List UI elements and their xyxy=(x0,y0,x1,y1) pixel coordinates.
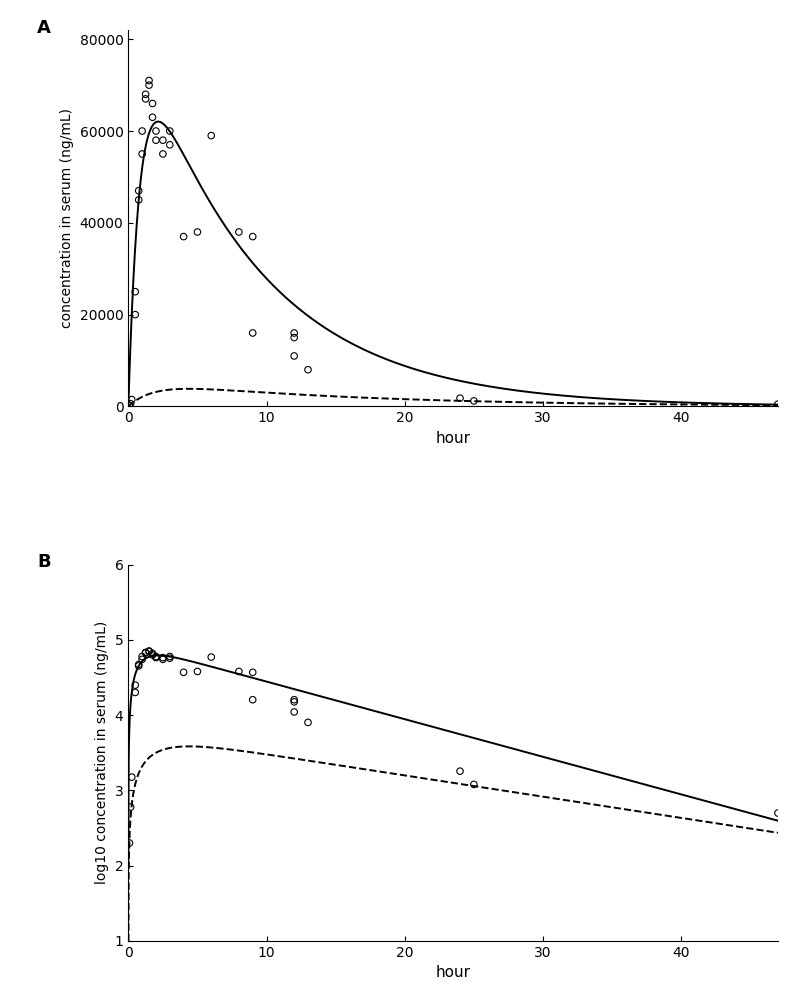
Point xyxy=(246,325,259,341)
Point xyxy=(123,397,136,413)
Point xyxy=(302,715,314,731)
Point xyxy=(288,694,301,710)
Point xyxy=(140,645,152,661)
Y-axis label: log10 concentration in serum (ng/mL): log10 concentration in serum (ng/mL) xyxy=(95,621,109,884)
Point xyxy=(132,192,145,208)
Point xyxy=(233,664,245,680)
Point xyxy=(454,763,467,779)
Point xyxy=(205,649,217,665)
Point xyxy=(156,652,169,668)
Point xyxy=(136,123,148,139)
Point xyxy=(143,644,156,660)
Point xyxy=(146,95,159,111)
Point xyxy=(140,91,152,107)
Point xyxy=(164,649,176,665)
Point xyxy=(164,123,176,139)
Point xyxy=(288,329,301,345)
Point xyxy=(772,396,784,412)
Point xyxy=(146,647,159,663)
Point xyxy=(288,348,301,364)
Point xyxy=(156,650,169,666)
Point xyxy=(468,777,480,793)
Point xyxy=(177,228,190,244)
Point xyxy=(302,361,314,377)
Point xyxy=(129,306,142,322)
X-axis label: hour: hour xyxy=(435,430,471,445)
Point xyxy=(136,649,148,665)
Point xyxy=(454,390,467,406)
Point xyxy=(132,183,145,199)
Point xyxy=(288,692,301,708)
Point xyxy=(143,72,156,88)
Point xyxy=(129,283,142,299)
Point xyxy=(246,665,259,681)
Point xyxy=(132,657,145,673)
Point xyxy=(146,646,159,662)
Point xyxy=(772,805,784,821)
Point xyxy=(205,127,217,143)
Point xyxy=(129,677,142,693)
Point xyxy=(123,835,136,851)
Point xyxy=(140,645,152,661)
Point xyxy=(125,769,138,785)
Point xyxy=(136,652,148,668)
Point xyxy=(468,393,480,409)
Point xyxy=(124,799,137,815)
Point xyxy=(246,692,259,708)
Point xyxy=(149,123,162,139)
Point xyxy=(124,395,137,411)
Point xyxy=(164,651,176,667)
Point xyxy=(246,228,259,244)
Point xyxy=(149,650,162,666)
Point xyxy=(233,224,245,240)
Point xyxy=(143,643,156,659)
Point xyxy=(132,658,145,674)
Point xyxy=(136,146,148,162)
Point xyxy=(129,685,142,701)
X-axis label: hour: hour xyxy=(435,965,471,980)
Point xyxy=(191,664,204,680)
Point xyxy=(125,391,138,407)
Point xyxy=(143,77,156,93)
Y-axis label: concentration in serum (ng/mL): concentration in serum (ng/mL) xyxy=(60,108,74,328)
Point xyxy=(177,665,190,681)
Point xyxy=(149,132,162,148)
Point xyxy=(146,109,159,125)
Point xyxy=(156,132,169,148)
Point xyxy=(140,86,152,102)
Text: B: B xyxy=(38,554,51,572)
Text: A: A xyxy=(38,19,51,37)
Point xyxy=(156,146,169,162)
Point xyxy=(149,649,162,665)
Point xyxy=(288,704,301,720)
Point xyxy=(164,137,176,153)
Point xyxy=(191,224,204,240)
Point xyxy=(288,325,301,341)
